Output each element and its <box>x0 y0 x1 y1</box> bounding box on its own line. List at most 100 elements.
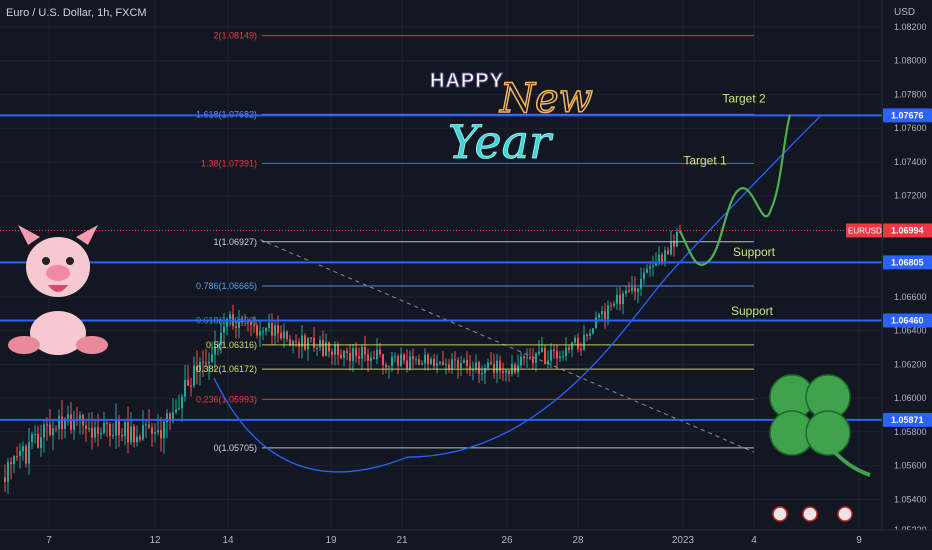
candle <box>256 322 258 339</box>
candle-body <box>580 349 582 351</box>
candle <box>298 338 300 359</box>
candle <box>559 350 561 363</box>
price-tick-label: 1.07600 <box>894 123 927 133</box>
candle <box>109 421 111 447</box>
candle-body <box>505 370 507 373</box>
candle-body <box>622 293 624 305</box>
fib-level-label: 0.382(1.06172) <box>196 364 257 374</box>
candle-body <box>46 424 48 426</box>
candle-body <box>379 349 381 355</box>
event-flag-icon[interactable] <box>837 506 853 522</box>
candle <box>124 421 126 446</box>
candle <box>424 348 426 371</box>
price-axis[interactable]: 1.08200 1.08000 1.07800 1.07600 1.07400 1.072… <box>881 0 932 550</box>
candle-body <box>667 250 669 255</box>
parabolic-curve[interactable] <box>213 115 821 473</box>
candle <box>184 364 186 402</box>
candle <box>496 353 498 384</box>
candle <box>70 402 72 434</box>
candle-body <box>376 349 378 360</box>
event-markers[interactable] <box>772 506 853 522</box>
event-flag-icon[interactable] <box>772 506 788 522</box>
candle <box>34 425 36 444</box>
candle-body <box>649 266 651 269</box>
candle-body <box>193 365 195 386</box>
candle-body <box>262 331 264 333</box>
candle-body <box>235 326 237 329</box>
fib-level: 0(1.05705) <box>213 443 754 453</box>
candle-body <box>409 356 411 369</box>
candle <box>301 325 303 359</box>
pig-snout <box>46 265 70 281</box>
candle <box>82 413 84 435</box>
candle <box>235 321 237 339</box>
candle <box>196 350 198 385</box>
candle-body <box>217 345 219 347</box>
candle <box>442 351 444 366</box>
candle <box>616 287 618 310</box>
candle-body <box>655 262 657 266</box>
candle-body <box>613 303 615 306</box>
fib-retracement[interactable]: 2(1.08149) 1.618(1.07682) 1.38(1.07391) 1(1… <box>196 31 754 453</box>
pig-illustration <box>8 225 108 355</box>
candle <box>511 355 513 377</box>
dashed-trendline[interactable] <box>259 239 755 453</box>
candle-body <box>430 358 432 365</box>
candle-body <box>415 359 417 361</box>
candle <box>163 418 165 454</box>
candle-body <box>382 354 384 365</box>
candle <box>586 333 588 342</box>
projection-path[interactable] <box>679 114 792 266</box>
candle <box>250 321 252 337</box>
candle <box>142 410 144 441</box>
time-tick-label: 2023 <box>672 535 695 546</box>
candle-body <box>73 420 75 430</box>
candle <box>340 349 342 360</box>
candle-body <box>532 358 534 363</box>
candle-body <box>187 379 189 386</box>
candle <box>187 364 189 387</box>
candle-body <box>502 371 504 373</box>
candle <box>286 330 288 343</box>
candle-body <box>334 344 336 355</box>
candle-body <box>271 323 273 336</box>
candle-body <box>598 314 600 318</box>
candle <box>91 411 93 450</box>
candle <box>88 412 90 432</box>
candle-body <box>664 250 666 263</box>
candle-body <box>484 368 486 374</box>
candle <box>202 350 204 377</box>
pig-eye-left <box>42 257 50 265</box>
candle-body <box>601 311 603 315</box>
candle <box>268 313 270 332</box>
candle-body <box>478 362 480 374</box>
event-flag-icon[interactable] <box>802 506 818 522</box>
candle-body <box>418 359 420 365</box>
candle <box>463 357 465 364</box>
candle-body <box>103 423 105 434</box>
candle <box>262 326 264 340</box>
current-price-tag <box>883 223 932 238</box>
candle-body <box>343 350 345 359</box>
candle-body <box>223 326 225 333</box>
candle <box>544 344 546 365</box>
time-tick-label: 7 <box>46 535 52 546</box>
horizontal-levels[interactable] <box>0 114 882 421</box>
candle-body <box>346 350 348 353</box>
candle-body <box>85 425 87 429</box>
time-axis[interactable]: 7 12 14 19 21 26 28 2023 4 9 <box>0 529 932 550</box>
candle-body <box>583 335 585 350</box>
candle-body <box>370 357 372 362</box>
candle-body <box>577 337 579 350</box>
time-tick-label: 9 <box>856 535 862 546</box>
candle <box>367 348 369 372</box>
price-tick-label: 1.06200 <box>894 359 927 369</box>
candle-body <box>31 434 33 443</box>
candle <box>292 339 294 354</box>
candle <box>601 305 603 322</box>
candle <box>103 411 105 435</box>
symbol-title[interactable]: Euro / U.S. Dollar, 1h, FXCM <box>6 7 147 19</box>
candle-body <box>34 433 36 435</box>
candle-body <box>52 428 54 435</box>
